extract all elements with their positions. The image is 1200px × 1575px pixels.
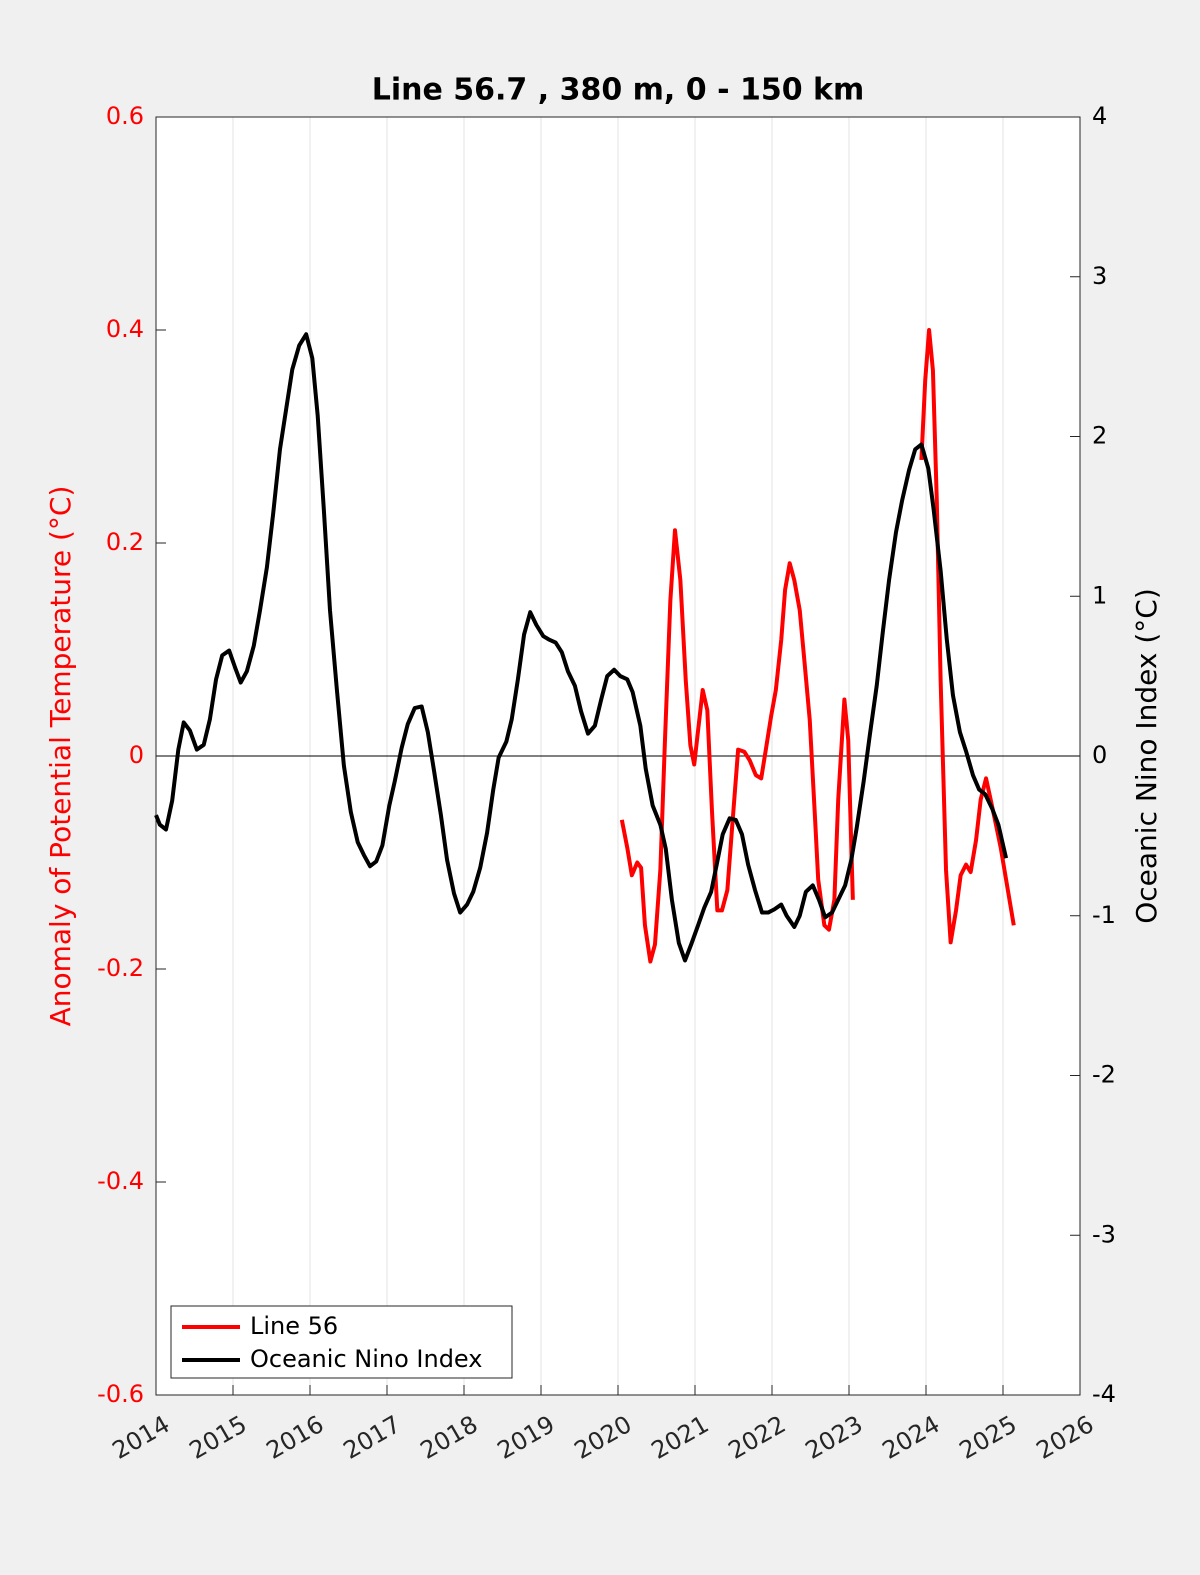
y2-tick-label: -4: [1092, 1380, 1116, 1408]
y2-tick-label: -2: [1092, 1061, 1116, 1089]
x-tick-label: 2020: [570, 1410, 637, 1465]
legend-label: Line 56: [250, 1312, 338, 1340]
y2-tick-label: 0: [1092, 741, 1107, 769]
x-tick-label: 2026: [1032, 1410, 1099, 1465]
chart-title: Line 56.7 , 380 m, 0 - 150 km: [372, 73, 865, 108]
y-tick-label: -0.6: [97, 1380, 144, 1408]
y2-axis-label: Oceanic Nino Index (°C): [1130, 588, 1163, 924]
legend-box: [170, 1305, 513, 1379]
y-tick-label: 0: [129, 741, 144, 769]
x-tick-label: 2025: [955, 1410, 1022, 1465]
y2-tick-label: -1: [1092, 901, 1116, 929]
y2-tick-label: 1: [1092, 581, 1107, 609]
y-tick-label: -0.4: [97, 1167, 144, 1195]
x-tick-label: 2024: [878, 1410, 945, 1465]
y2-tick-label: -3: [1092, 1220, 1116, 1248]
y-axis-label: Anomaly of Potential Temperature (°C): [44, 486, 77, 1027]
x-tick-label: 2019: [493, 1410, 560, 1465]
y-tick-label: 0.6: [106, 102, 144, 130]
line-series: [154, 332, 1009, 963]
y2-tick-label: 2: [1092, 422, 1107, 450]
x-tick-label: 2017: [339, 1410, 406, 1465]
y-tick-label: 0.2: [106, 528, 144, 556]
y-tick-label: -0.2: [97, 954, 144, 982]
x-tick-label: 2016: [262, 1410, 329, 1465]
y-tick-label: 0.4: [106, 315, 144, 343]
x-tick-label: 2015: [185, 1410, 252, 1465]
x-tick-label: 2023: [801, 1410, 868, 1465]
plot-frame: [155, 116, 1081, 1396]
legend-label: Oceanic Nino Index: [250, 1345, 482, 1373]
x-tick-label: 2021: [647, 1410, 714, 1465]
x-tick-label: 2018: [416, 1410, 483, 1465]
y2-tick-label: 4: [1092, 102, 1107, 130]
x-tick-label: 2022: [724, 1410, 791, 1465]
y2-tick-label: 3: [1092, 262, 1107, 290]
x-tick-label: 2014: [108, 1410, 175, 1465]
